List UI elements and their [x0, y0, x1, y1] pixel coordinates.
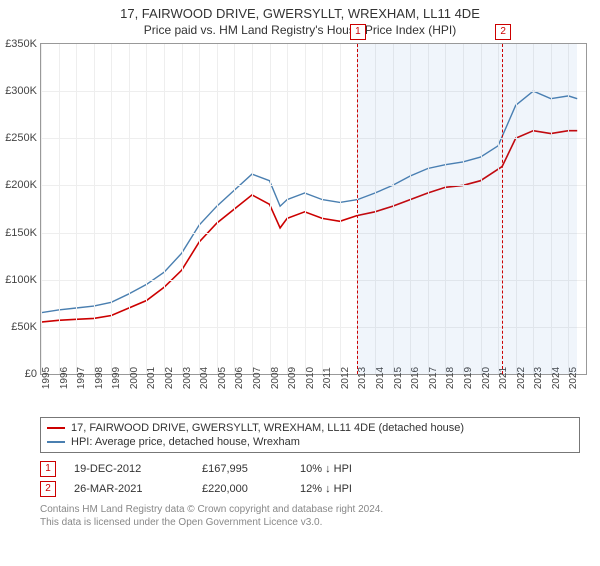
x-axis-label: 2002: [164, 367, 175, 389]
transaction-row: 1 19-DEC-2012 £167,995 10% ↓ HPI: [40, 459, 580, 479]
y-axis-label: £100K: [5, 274, 37, 286]
footnote-line: This data is licensed under the Open Gov…: [40, 517, 322, 528]
x-axis-label: 1999: [111, 367, 122, 389]
transaction-table: 1 19-DEC-2012 £167,995 10% ↓ HPI 2 26-MAR-202…: [40, 459, 580, 499]
gridline-v: [182, 44, 183, 374]
x-axis-label: 2008: [270, 367, 281, 389]
x-axis-label: 2006: [234, 367, 245, 389]
x-axis-label: 1995: [41, 367, 52, 389]
gridline-v: [164, 44, 165, 374]
y-axis-label: £150K: [5, 227, 37, 239]
gridline-v: [322, 44, 323, 374]
gridline-v: [340, 44, 341, 374]
gridline-v: [287, 44, 288, 374]
x-axis-label: 2007: [252, 367, 263, 389]
gridline-v: [94, 44, 95, 374]
x-axis-label: 1997: [76, 367, 87, 389]
transaction-date: 19-DEC-2012: [74, 463, 184, 475]
transaction-diff: 12% ↓ HPI: [300, 483, 410, 495]
x-axis-label: 2011: [322, 367, 333, 389]
transaction-row: 2 26-MAR-2021 £220,000 12% ↓ HPI: [40, 479, 580, 499]
transaction-price: £220,000: [202, 483, 282, 495]
gridline-v: [305, 44, 306, 374]
y-axis-label: £300K: [5, 85, 37, 97]
gridline-v: [199, 44, 200, 374]
legend-row: HPI: Average price, detached house, Wrex…: [47, 435, 573, 449]
gridline-v: [59, 44, 60, 374]
gridline-v: [76, 44, 77, 374]
transaction-marker-ref: 2: [40, 481, 56, 497]
x-axis-label: 2005: [217, 367, 228, 389]
legend: 17, FAIRWOOD DRIVE, GWERSYLLT, WREXHAM, …: [40, 417, 580, 453]
transaction-diff: 10% ↓ HPI: [300, 463, 410, 475]
gridline-v: [217, 44, 218, 374]
x-axis-label: 2000: [129, 367, 140, 389]
y-axis-label: £0: [25, 368, 37, 380]
transaction-marker: 2: [495, 24, 511, 40]
y-axis-label: £250K: [5, 132, 37, 144]
plot-area: £0£50K£100K£150K£200K£250K£300K£350K1995…: [40, 43, 587, 375]
shaded-range: [357, 44, 502, 374]
transaction-vline: [502, 44, 503, 374]
x-axis-label: 2010: [305, 367, 316, 389]
transaction-marker-ref: 1: [40, 461, 56, 477]
x-axis-label: 2001: [146, 367, 157, 389]
x-axis-label: 2004: [199, 367, 210, 389]
x-axis-label: 1996: [59, 367, 70, 389]
gridline-v: [234, 44, 235, 374]
chart-title: 17, FAIRWOOD DRIVE, GWERSYLLT, WREXHAM, …: [0, 6, 600, 21]
x-axis-label: 2012: [340, 367, 351, 389]
y-axis-label: £350K: [5, 38, 37, 50]
transaction-vline: [357, 44, 358, 374]
legend-swatch: [47, 427, 65, 429]
transaction-date: 26-MAR-2021: [74, 483, 184, 495]
legend-label: HPI: Average price, detached house, Wrex…: [71, 436, 300, 448]
transaction-price: £167,995: [202, 463, 282, 475]
gridline-v: [41, 44, 42, 374]
shaded-range: [502, 44, 577, 374]
chart-area: £0£50K£100K£150K£200K£250K£300K£350K1995…: [40, 43, 590, 375]
x-axis-label: 1998: [94, 367, 105, 389]
footnote-line: Contains HM Land Registry data © Crown c…: [40, 504, 383, 515]
legend-swatch: [47, 441, 65, 443]
footnote: Contains HM Land Registry data © Crown c…: [40, 503, 580, 529]
gridline-v: [252, 44, 253, 374]
transaction-marker: 1: [350, 24, 366, 40]
gridline-v: [270, 44, 271, 374]
gridline-v: [111, 44, 112, 374]
y-axis-label: £200K: [5, 179, 37, 191]
y-axis-label: £50K: [11, 321, 37, 333]
legend-row: 17, FAIRWOOD DRIVE, GWERSYLLT, WREXHAM, …: [47, 421, 573, 435]
gridline-v: [129, 44, 130, 374]
x-axis-label: 2009: [287, 367, 298, 389]
x-axis-label: 2003: [182, 367, 193, 389]
legend-label: 17, FAIRWOOD DRIVE, GWERSYLLT, WREXHAM, …: [71, 422, 464, 434]
gridline-v: [146, 44, 147, 374]
